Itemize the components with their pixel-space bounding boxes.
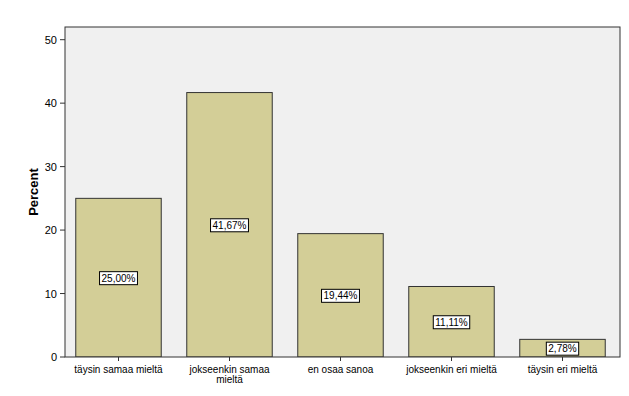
y-tick <box>60 230 65 231</box>
x-tick-label-line: mieltä <box>216 374 243 385</box>
y-tick <box>60 293 65 294</box>
chart-container: 0 10 20 30 40 50 Percent täysin samaa mieltä jok… <box>0 0 629 396</box>
x-tick-label-line: jokseenkin eri mieltä <box>405 364 497 375</box>
y-tick <box>60 103 65 104</box>
data-label: 41,67% <box>211 219 249 232</box>
y-tick-label: 10 <box>45 288 57 300</box>
data-label-box <box>100 272 138 285</box>
y-tick-label: 40 <box>45 97 57 109</box>
y-tick-label: 50 <box>45 34 57 46</box>
y-tick <box>60 166 65 167</box>
bar <box>187 93 272 357</box>
x-tick <box>118 357 119 361</box>
x-tick <box>229 357 230 361</box>
chart-svg: 0 10 20 30 40 50 Percent täysin samaa mieltä jok… <box>0 0 629 396</box>
y-tick <box>60 357 65 358</box>
x-tick-label: täysin eri mieltä <box>528 364 598 375</box>
bars <box>76 93 605 357</box>
x-tick-label: en osaa sanoa <box>308 364 374 375</box>
y-tick <box>60 39 65 40</box>
bar <box>298 234 383 357</box>
data-label-box <box>322 289 360 302</box>
x-tick-label-line: täysin eri mieltä <box>528 364 598 375</box>
y-tick-label: 20 <box>45 224 57 236</box>
bar <box>409 286 494 357</box>
x-tick-label: jokseenkin eri mieltä <box>405 364 497 375</box>
x-tick-label: täysin samaa mieltä <box>74 364 163 375</box>
plot-frame <box>65 27 620 357</box>
data-label: 25,00% <box>100 272 138 285</box>
data-label-box <box>433 316 469 329</box>
x-tick <box>451 357 452 361</box>
data-label-text: 41,67% <box>213 220 247 231</box>
y-axis-label: Percent <box>26 167 41 215</box>
x-tick-label-line: täysin samaa mieltä <box>74 364 163 375</box>
bar <box>76 198 161 357</box>
bar <box>520 339 605 357</box>
x-tick-label: jokseenkin samaamieltä <box>188 364 269 385</box>
x-tick <box>340 357 341 361</box>
data-label: 11,11% <box>433 316 469 329</box>
data-label-text: 19,44% <box>324 290 358 301</box>
data-label-text: 11,11% <box>435 317 468 328</box>
y-tick-label: 30 <box>45 161 57 173</box>
x-tick-label-line: en osaa sanoa <box>308 364 374 375</box>
x-tick <box>562 357 563 361</box>
plot-background <box>65 27 620 357</box>
y-tick-label: 0 <box>51 351 57 363</box>
data-label: 19,44% <box>322 289 360 302</box>
data-label-text: 25,00% <box>102 273 136 284</box>
data-label-box <box>546 342 578 355</box>
data-label-text: 2,78% <box>548 343 576 354</box>
data-label: 2,78% <box>546 342 578 355</box>
data-label-box <box>211 219 249 232</box>
